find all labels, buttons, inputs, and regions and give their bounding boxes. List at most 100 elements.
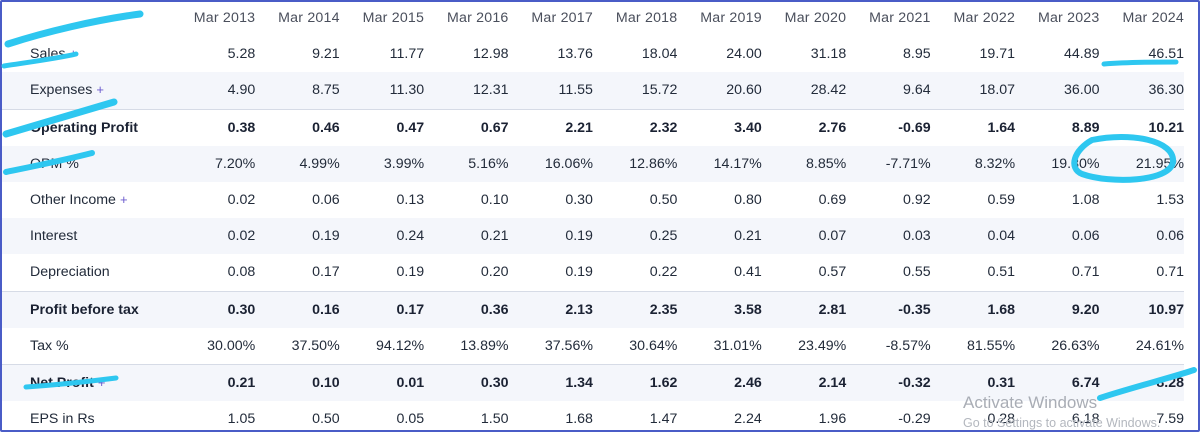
table-cell: 2.13 [508, 290, 593, 328]
watermark-title: Activate Windows [963, 393, 1098, 412]
table-cell: 24.61% [1135, 337, 1184, 354]
year-header[interactable]: Mar 2018 [615, 10, 678, 27]
table-cell: 0.50 [312, 411, 340, 428]
header-corner [2, 2, 171, 36]
table-cell: 11.55 [508, 72, 593, 110]
table-cell: 12.86% [592, 145, 678, 182]
table-cell: 9.64 [846, 72, 931, 110]
table-cell: 20.60 [677, 72, 762, 110]
table-cell: 0.55 [903, 264, 931, 281]
table-row: Profit before tax 0.30 0.16 0.17 0.36 2.13 2.3… [2, 290, 1184, 328]
year-header[interactable]: Mar 2017 [531, 10, 593, 27]
row-label: Depreciation [2, 254, 171, 291]
year-header[interactable]: Mar 2021 [869, 10, 931, 27]
table-cell: 0.17 [312, 264, 340, 281]
table-cell: 0.01 [339, 363, 425, 402]
table-cell: 1.96 [818, 411, 847, 428]
table-cell: 11.77 [389, 46, 425, 63]
table-cell: 11.30 [339, 72, 425, 110]
table-cell: 1.64 [930, 108, 1016, 146]
table-cell: 0.36 [424, 290, 509, 328]
table-cell: -8.57% [885, 337, 931, 354]
table-cell: 2.24 [734, 411, 762, 428]
row-label: Operating Profit [2, 108, 171, 146]
table-cell: 0.51 [987, 264, 1016, 281]
row-label[interactable]: Other Income + [2, 182, 171, 218]
table-cell: 94.12% [375, 337, 425, 354]
table-cell: 8.28 [1099, 363, 1184, 402]
table-cell: 3.58 [677, 290, 762, 328]
table-cell: 0.38 [170, 108, 256, 146]
table-row: Interest 0.02 0.19 0.24 0.21 0.19 0.25 0.21 0.07… [2, 218, 1184, 255]
table-cell: 0.20 [480, 264, 509, 281]
table-row: Expenses +4.90 8.75 11.30 12.31 11.55 15.72 20.… [2, 72, 1184, 110]
table-cell: 1.68 [565, 411, 593, 428]
table-cell: 0.80 [734, 192, 762, 209]
year-header[interactable]: Mar 2023 [1037, 10, 1100, 27]
year-header[interactable]: Mar 2024 [1122, 10, 1184, 27]
expand-plus-icon[interactable]: + [69, 46, 78, 62]
table-row: EPS in Rs 1.05 0.50 0.05 1.50 1.68 1.47 2.24 1.9… [2, 401, 1184, 430]
table-cell: 0.16 [255, 290, 340, 328]
table-cell: 1.50 [480, 411, 509, 428]
table-cell: 0.28 [987, 411, 1016, 428]
year-header[interactable]: Mar 2013 [193, 10, 256, 27]
table-cell: -7.71% [846, 145, 931, 182]
table-cell: 31.01% [713, 337, 762, 354]
table-cell: 8.85% [761, 145, 847, 182]
table-cell: 0.59 [987, 192, 1016, 209]
table-row: Operating Profit 0.38 0.46 0.47 0.67 2.21 2.32… [2, 108, 1184, 146]
table-row: Tax % 30.00% 37.50% 94.12% 13.89% 37.56% 30.64… [2, 328, 1184, 365]
table-cell: 16.06% [508, 145, 593, 182]
table-cell: 4.90 [170, 72, 256, 110]
table-cell: 44.89 [1063, 46, 1100, 63]
table-cell: 0.19 [396, 264, 425, 281]
table-cell: 0.67 [424, 108, 509, 146]
table-cell: 12.31 [424, 72, 509, 110]
table-cell: 0.92 [903, 192, 931, 209]
row-label[interactable]: Sales + [2, 36, 171, 72]
row-label-text: Tax % [30, 337, 69, 354]
table-cell: 37.50% [291, 337, 340, 354]
year-header[interactable]: Mar 2020 [784, 10, 847, 27]
table-cell: 7.20% [170, 145, 256, 182]
table-cell: 0.31 [930, 363, 1016, 402]
table-cell: 14.17% [677, 145, 762, 182]
table-cell: 0.21 [677, 218, 762, 255]
year-header[interactable]: Mar 2019 [700, 10, 762, 27]
table-cell: 1.05 [227, 411, 256, 428]
table-cell: 0.47 [339, 108, 425, 146]
table-cell: 13.89% [460, 337, 509, 354]
table-cell: 0.30 [424, 363, 509, 402]
table-cell: 8.89 [1015, 108, 1100, 146]
table-cell: 0.02 [170, 218, 256, 255]
row-label[interactable]: Net Profit + [2, 363, 171, 402]
table-cell: 18.07 [930, 72, 1016, 110]
table-cell: 0.17 [339, 290, 425, 328]
table-cell: 0.46 [255, 108, 340, 146]
table-row: Depreciation 0.08 0.17 0.19 0.20 0.19 0.22 0.41… [2, 254, 1184, 291]
expand-plus-icon[interactable]: + [96, 82, 104, 98]
table-cell: 0.05 [396, 411, 425, 428]
table-cell: 6.18 [1071, 411, 1100, 428]
table-cell: 30.64% [629, 337, 678, 354]
expand-plus-icon[interactable]: + [119, 192, 128, 208]
header-row: Mar 2013 Mar 2014 Mar 2015 Mar 2016 Mar 2017… [2, 2, 1184, 36]
table-cell: 0.41 [734, 264, 762, 281]
year-header[interactable]: Mar 2015 [362, 10, 425, 27]
expand-plus-icon[interactable]: + [97, 374, 106, 390]
row-label[interactable]: Expenses + [2, 72, 171, 110]
table-cell: 7.59 [1156, 411, 1184, 428]
year-header[interactable]: Mar 2022 [953, 10, 1016, 27]
year-header[interactable]: Mar 2014 [278, 10, 340, 27]
year-header[interactable]: Mar 2016 [446, 10, 509, 27]
table-cell: 0.04 [930, 218, 1016, 255]
table-cell: 2.21 [508, 108, 593, 146]
row-label: Tax % [2, 328, 171, 365]
table-cell: 0.71 [1071, 264, 1100, 281]
table-cell: 18.04 [641, 46, 678, 63]
table-cell: 31.18 [810, 46, 847, 63]
table-cell: 0.19 [565, 264, 593, 281]
